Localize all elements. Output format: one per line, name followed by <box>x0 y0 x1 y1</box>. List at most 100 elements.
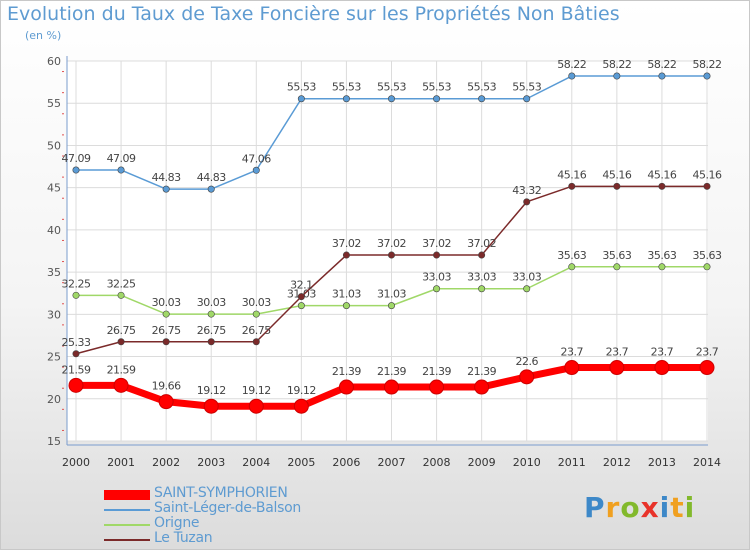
data-point-saint-symphorien <box>293 398 309 414</box>
data-label-saint-l-ger-de-balson: 55.53 <box>512 81 541 94</box>
data-point-origne <box>297 302 305 310</box>
data-point-saint-l-ger-de-balson <box>207 185 215 193</box>
data-point-le-tuzan <box>252 338 260 346</box>
data-point-origne <box>342 302 350 310</box>
data-label-saint-l-ger-de-balson: 58.22 <box>647 58 676 71</box>
data-label-saint-symphorien: 21.39 <box>422 365 451 378</box>
data-point-origne <box>72 291 80 299</box>
x-tick-label: 2004 <box>242 456 270 469</box>
data-point-origne <box>387 302 395 310</box>
data-point-origne <box>433 285 441 293</box>
data-point-saint-l-ger-de-balson <box>162 185 170 193</box>
y-tick-label: 50 <box>47 139 61 152</box>
data-point-saint-symphorien <box>519 369 535 385</box>
data-point-le-tuzan <box>297 293 305 301</box>
x-tick-label: 2000 <box>62 456 90 469</box>
data-label-le-tuzan: 37.02 <box>422 237 451 250</box>
data-point-le-tuzan <box>162 338 170 346</box>
data-point-saint-l-ger-de-balson <box>658 72 666 80</box>
data-point-saint-l-ger-de-balson <box>117 166 125 174</box>
data-label-saint-l-ger-de-balson: 55.53 <box>467 81 496 94</box>
data-label-le-tuzan: 45.16 <box>557 168 586 181</box>
x-tick-label: 2013 <box>648 456 676 469</box>
data-label-le-tuzan: 43.32 <box>512 184 541 197</box>
data-point-le-tuzan <box>613 182 621 190</box>
data-point-saint-l-ger-de-balson <box>387 95 395 103</box>
x-tick-label: 2003 <box>197 456 225 469</box>
legend-swatch <box>104 539 150 541</box>
data-point-le-tuzan <box>478 251 486 259</box>
data-label-origne: 33.03 <box>422 271 451 284</box>
data-label-le-tuzan: 26.75 <box>242 324 271 337</box>
data-point-le-tuzan <box>703 182 711 190</box>
data-point-saint-symphorien <box>699 360 715 376</box>
data-label-le-tuzan: 32.1 <box>290 279 313 292</box>
legend-label: Origne <box>154 515 200 531</box>
data-label-saint-symphorien: 19.12 <box>287 384 316 397</box>
data-point-saint-l-ger-de-balson <box>523 95 531 103</box>
data-point-saint-l-ger-de-balson <box>252 166 260 174</box>
x-tick-label: 2012 <box>603 456 631 469</box>
data-label-le-tuzan: 37.02 <box>332 237 361 250</box>
data-point-origne <box>207 310 215 318</box>
data-point-saint-symphorien <box>248 398 264 414</box>
data-label-origne: 31.03 <box>377 288 406 301</box>
data-point-saint-l-ger-de-balson <box>72 166 80 174</box>
y-tick-label: 25 <box>47 351 61 364</box>
data-label-saint-l-ger-de-balson: 55.53 <box>422 81 451 94</box>
data-point-origne <box>252 310 260 318</box>
data-label-le-tuzan: 37.02 <box>377 237 406 250</box>
data-label-saint-l-ger-de-balson: 55.53 <box>332 81 361 94</box>
x-tick-label: 2005 <box>287 456 315 469</box>
data-label-saint-symphorien: 21.39 <box>377 365 406 378</box>
data-point-saint-symphorien <box>113 377 129 393</box>
data-point-le-tuzan <box>523 198 531 206</box>
data-label-saint-l-ger-de-balson: 47.06 <box>242 152 271 165</box>
y-tick-label: 15 <box>47 435 61 448</box>
chart-subtitle: (en %) <box>25 29 62 42</box>
data-label-origne: 35.63 <box>647 249 676 262</box>
data-point-le-tuzan <box>72 350 80 358</box>
data-point-saint-l-ger-de-balson <box>613 72 621 80</box>
data-point-saint-symphorien <box>68 377 84 393</box>
data-label-saint-l-ger-de-balson: 55.53 <box>377 81 406 94</box>
proxiti-logo: Proxiti <box>584 491 696 524</box>
data-point-origne <box>162 310 170 318</box>
plot-area <box>67 61 708 441</box>
data-label-le-tuzan: 25.33 <box>62 336 91 349</box>
data-label-origne: 33.03 <box>512 271 541 284</box>
data-point-le-tuzan <box>342 251 350 259</box>
data-point-origne <box>658 263 666 271</box>
data-label-saint-l-ger-de-balson: 58.22 <box>557 58 586 71</box>
data-label-saint-symphorien: 21.59 <box>107 363 136 376</box>
data-point-saint-l-ger-de-balson <box>342 95 350 103</box>
chart-title: Evolution du Taux de Taxe Foncière sur l… <box>7 3 620 25</box>
x-tick-label: 2008 <box>423 456 451 469</box>
data-label-origne: 35.63 <box>693 249 722 262</box>
y-tick-label: 55 <box>47 97 61 110</box>
data-point-saint-symphorien <box>203 398 219 414</box>
data-point-saint-symphorien <box>654 360 670 376</box>
x-tick-label: 2007 <box>378 456 406 469</box>
x-tick-label: 2001 <box>107 456 135 469</box>
data-label-saint-symphorien: 21.39 <box>467 365 496 378</box>
data-label-saint-l-ger-de-balson: 47.09 <box>107 152 136 165</box>
data-label-saint-l-ger-de-balson: 55.53 <box>287 81 316 94</box>
data-label-saint-symphorien: 23.7 <box>696 346 719 359</box>
data-point-saint-l-ger-de-balson <box>478 95 486 103</box>
data-point-le-tuzan <box>117 338 125 346</box>
data-label-saint-symphorien: 23.7 <box>606 346 629 359</box>
data-label-origne: 35.63 <box>602 249 631 262</box>
data-point-le-tuzan <box>387 251 395 259</box>
data-label-le-tuzan: 26.75 <box>107 324 136 337</box>
data-label-saint-l-ger-de-balson: 44.83 <box>152 171 181 184</box>
data-label-le-tuzan: 37.02 <box>467 237 496 250</box>
data-point-origne <box>523 285 531 293</box>
legend-label: Le Tuzan <box>154 530 213 546</box>
x-tick-label: 2014 <box>693 456 721 469</box>
data-point-origne <box>568 263 576 271</box>
legend-swatch <box>104 490 150 500</box>
data-point-saint-symphorien <box>474 379 490 395</box>
legend-label: SAINT-SYMPHORIEN <box>154 485 288 501</box>
